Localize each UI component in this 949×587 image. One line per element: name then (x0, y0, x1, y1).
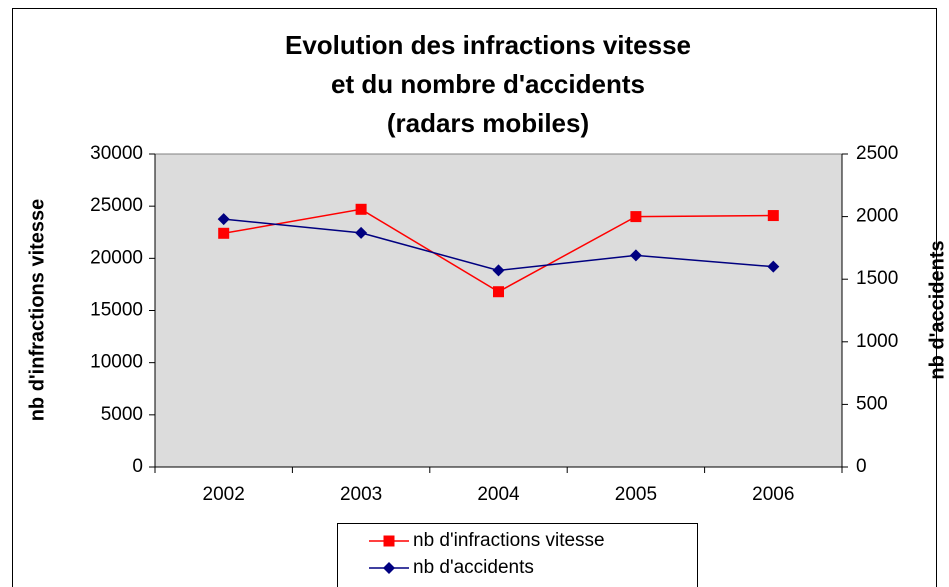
y2-tick-label: 1000 (856, 331, 898, 352)
marker (383, 562, 395, 574)
marker (493, 286, 504, 298)
legend-box (337, 523, 698, 587)
y2-tick-label: 1500 (856, 268, 898, 289)
chart-title: Evolution des infractions vitesse (285, 30, 691, 60)
x-tick-label: 2004 (477, 484, 520, 505)
y-tick-label: 5000 (101, 404, 143, 425)
x-tick-label: 2002 (203, 484, 245, 505)
marker (355, 203, 367, 215)
chart-title: et du nombre d'accidents (331, 69, 645, 99)
x-tick-label: 2006 (752, 484, 794, 505)
marker (767, 210, 779, 222)
legend-label: nb d'infractions vitesse (413, 530, 605, 551)
legend-label: nb d'accidents (413, 557, 534, 578)
y-tick-label: 10000 (90, 352, 143, 373)
marker (492, 264, 505, 277)
y-axis-title: nb d'infractions vitesse (26, 199, 48, 422)
marker (630, 211, 642, 223)
y-tick-label: 30000 (90, 143, 143, 164)
y2-tick-label: 0 (856, 456, 867, 477)
plot-area (154, 153, 843, 468)
x-tick-label: 2005 (615, 484, 657, 505)
marker (355, 226, 368, 239)
chart-title: (radars mobiles) (387, 108, 589, 138)
marker (218, 227, 230, 239)
y-tick-label: 25000 (90, 195, 143, 216)
y-tick-label: 20000 (90, 247, 143, 268)
x-tick-label: 2003 (340, 484, 382, 505)
y-tick-label: 15000 (90, 300, 143, 321)
y2-tick-label: 500 (856, 393, 888, 414)
marker (767, 260, 780, 273)
marker (217, 213, 230, 226)
y-tick-label: 0 (132, 456, 143, 477)
marker (383, 535, 395, 547)
marker (629, 249, 642, 262)
y2-tick-label: 2500 (856, 143, 898, 164)
y2-axis-title: nb d'accidents (926, 240, 948, 379)
y2-tick-label: 2000 (856, 206, 898, 227)
